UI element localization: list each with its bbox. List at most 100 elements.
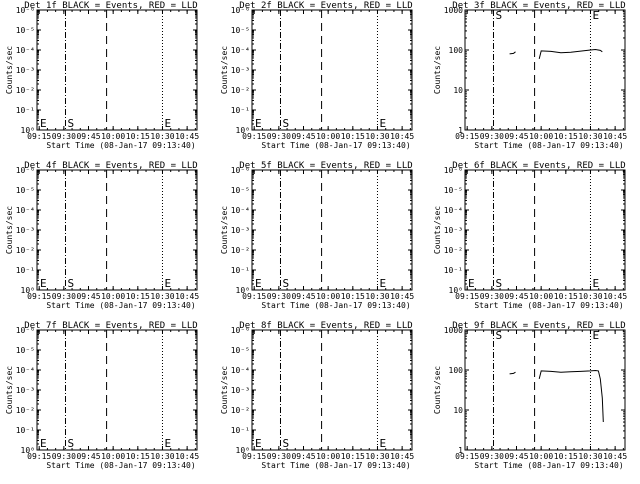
x-axis-label: Start Time (08-Jan-17 09:13:40) [261,461,410,470]
y-tick-label: 10⁻⁵ [231,186,250,195]
y-tick-label: 10⁰ [449,286,463,295]
x-tick-label: 10:45 [175,292,199,301]
y-tick-label: 10⁻⁶ [444,166,463,175]
plot-panel-2: Det 2f BLACK = Events, RED = LLD 10⁰ 10⁻¹ 1… [220,1,414,150]
x-tick-label: 10:15 [126,132,150,141]
end-label: E [592,277,599,290]
x-tick-label: 10:00 [316,452,340,461]
start-label: S [495,329,502,342]
x-tick-label: 10:30 [578,132,602,141]
x-tick-label: 09:45 [291,132,315,141]
x-tick-label: 10:00 [529,452,553,461]
plot-title: Det 3f BLACK = Events, RED = LLD [452,1,625,11]
y-tick-label: 10⁰ [236,126,250,135]
x-tick-label: 09:30 [52,292,76,301]
y-tick-label: 10⁻¹ [16,426,35,435]
y-tick-label: 10⁻⁶ [231,166,250,175]
y-tick-label: 10⁻¹ [231,106,250,115]
start-label: S [282,117,289,130]
x-tick-label: 09:15 [455,292,479,301]
plot-panel-5: Det 5f BLACK = Events, RED = LLD 10⁰ 10⁻¹ 1… [220,161,414,310]
x-tick-label: 09:45 [291,452,315,461]
x-tick-label: 10:00 [101,452,125,461]
x-tick-label: 10:45 [175,132,199,141]
x-tick-label: 09:15 [242,132,266,141]
y-tick-label: 10⁻⁴ [16,46,35,55]
plot-panel-1: Det 1f BLACK = Events, RED = LLD 10⁰ 10⁻¹ 1… [5,1,199,150]
plot-panel-8: Det 8f BLACK = Events, RED = LLD 10⁰ 10⁻¹ 1… [220,321,414,470]
y-tick-label: 1000 [444,326,463,335]
y-tick-label: 10⁻⁶ [16,6,35,15]
y-tick-label: 10⁻² [444,246,463,255]
plot-frame [464,329,626,451]
y-tick-label: 10⁻⁴ [231,366,250,375]
y-tick-label: 10⁻⁵ [16,346,35,355]
y-tick-label: 10⁻⁴ [444,206,463,215]
plot-title: Det 7f BLACK = Events, RED = LLD [24,321,197,331]
x-tick-label: 09:30 [480,132,504,141]
x-tick-label: 10:30 [365,132,389,141]
x-tick-label: 10:30 [578,292,602,301]
start-label: S [495,277,502,290]
left-end-label: E [255,117,262,130]
plot-title: Det 1f BLACK = Events, RED = LLD [24,1,197,11]
x-tick-label: 10:30 [578,452,602,461]
x-tick-label: 09:15 [27,132,51,141]
y-tick-label: 10⁻² [231,86,250,95]
y-tick-label: 1 [458,126,463,135]
y-tick-label: 100 [449,46,464,55]
y-axis-label: Counts/sec [433,46,442,94]
x-tick-label: 10:15 [126,292,150,301]
plot-panel-6: Det 6f BLACK = Events, RED = LLD 10⁰ 10⁻¹ 1… [433,161,627,310]
y-tick-label: 10⁻⁵ [231,26,250,35]
x-tick-label: 09:30 [267,132,291,141]
x-tick-label: 10:30 [150,132,174,141]
plot-title: Det 5f BLACK = Events, RED = LLD [239,161,412,171]
end-label: E [164,277,171,290]
x-tick-label: 10:00 [101,292,125,301]
plot-panel-7: Det 7f BLACK = Events, RED = LLD 10⁰ 10⁻¹ 1… [5,321,199,470]
x-axis-label: Start Time (08-Jan-17 09:13:40) [46,141,195,150]
x-tick-label: 10:30 [365,292,389,301]
y-tick-label: 10⁻⁵ [231,346,250,355]
y-tick-label: 10⁻² [231,406,250,415]
end-label: E [379,277,386,290]
left-end-label: E [40,437,47,450]
x-tick-label: 09:45 [76,292,100,301]
y-axis-label: Counts/sec [5,46,14,94]
x-tick-label: 10:15 [554,132,578,141]
y-tick-label: 10⁻¹ [16,106,35,115]
x-tick-label: 09:30 [267,452,291,461]
end-label: E [379,117,386,130]
x-tick-label: 10:30 [365,452,389,461]
left-end-label: E [255,437,262,450]
y-tick-label: 10⁻⁴ [16,366,35,375]
y-axis-label: Counts/sec [220,366,229,414]
events-series-line [538,369,604,423]
x-tick-label: 10:15 [341,452,365,461]
y-tick-label: 10⁻⁵ [444,186,463,195]
plot-title: Det 2f BLACK = Events, RED = LLD [239,1,412,11]
events-series-line [509,51,516,55]
start-label: S [495,9,502,22]
y-axis-label: Counts/sec [5,206,14,254]
left-end-label: E [40,277,47,290]
y-axis-label: Counts/sec [5,366,14,414]
y-tick-label: 10⁻³ [16,226,35,235]
y-tick-label: 10⁻³ [16,66,35,75]
y-tick-label: 10⁻¹ [16,266,35,275]
y-tick-label: 1 [458,446,463,455]
plot-panel-9: Det 9f BLACK = Events, RED = LLD 1 10 100 10… [433,321,627,470]
plot-frame [251,9,413,131]
y-tick-label: 10⁻⁶ [231,6,250,15]
plot-frame [36,169,198,291]
y-axis-label: Counts/sec [433,366,442,414]
plot-frame [36,329,198,451]
x-tick-label: 10:45 [390,132,414,141]
y-tick-label: 10⁻⁴ [16,206,35,215]
plot-title: Det 4f BLACK = Events, RED = LLD [24,161,197,171]
x-tick-label: 09:30 [480,452,504,461]
y-tick-label: 10⁰ [236,286,250,295]
